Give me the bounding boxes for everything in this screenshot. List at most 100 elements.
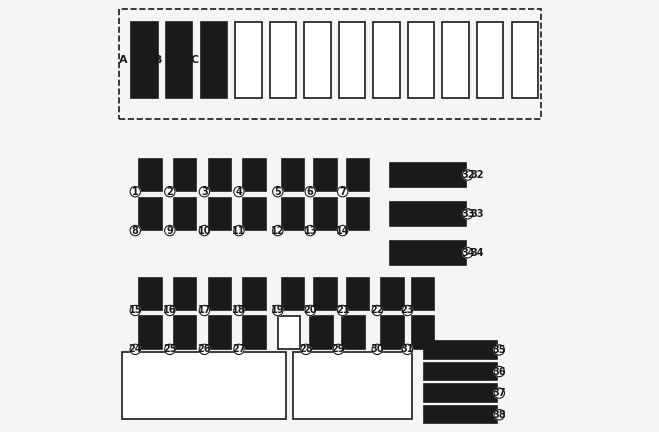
Bar (277, 316, 300, 349)
Text: 3: 3 (201, 187, 208, 197)
Bar (511, 22, 538, 98)
Bar (174, 198, 196, 230)
Bar (382, 278, 404, 310)
Bar (314, 198, 337, 230)
Bar (442, 22, 469, 98)
Text: 8: 8 (132, 226, 138, 235)
Circle shape (130, 344, 140, 355)
Bar (122, 352, 286, 419)
Bar (424, 363, 497, 380)
Circle shape (165, 344, 175, 355)
Circle shape (372, 305, 382, 316)
Bar (140, 159, 162, 191)
Bar (390, 241, 465, 264)
Bar (282, 159, 304, 191)
Bar (235, 22, 262, 98)
Text: 17: 17 (198, 305, 211, 315)
Circle shape (463, 209, 473, 219)
Circle shape (234, 344, 244, 355)
Text: 23: 23 (401, 305, 415, 315)
Circle shape (234, 226, 244, 236)
Text: 15: 15 (129, 305, 142, 315)
Bar (131, 22, 158, 98)
Text: 10: 10 (198, 226, 211, 235)
Text: 18: 18 (232, 305, 246, 315)
Circle shape (337, 187, 348, 197)
Text: 9: 9 (167, 226, 173, 235)
Bar (140, 198, 162, 230)
Bar (174, 159, 196, 191)
Bar (424, 406, 497, 423)
Circle shape (494, 345, 504, 355)
Bar (382, 316, 404, 349)
Bar (166, 22, 192, 98)
Text: 6: 6 (307, 187, 314, 197)
Bar (282, 198, 304, 230)
Circle shape (494, 388, 504, 398)
Bar (412, 278, 434, 310)
Circle shape (130, 305, 140, 316)
Circle shape (130, 187, 140, 197)
Text: 33: 33 (461, 209, 474, 219)
Text: 29: 29 (331, 344, 345, 354)
Text: 30: 30 (370, 344, 384, 354)
Text: 14: 14 (336, 226, 349, 235)
Bar (304, 22, 331, 98)
Bar (310, 316, 333, 349)
Text: 33: 33 (471, 209, 484, 219)
Text: 36: 36 (492, 366, 506, 377)
Bar (243, 198, 266, 230)
Text: 5: 5 (274, 187, 281, 197)
Text: C: C (190, 55, 198, 66)
Circle shape (199, 305, 210, 316)
Text: 16: 16 (163, 305, 177, 315)
Text: 38: 38 (492, 410, 506, 420)
Bar (390, 163, 465, 187)
Bar (477, 22, 503, 98)
Circle shape (273, 187, 283, 197)
Circle shape (165, 305, 175, 316)
Bar (243, 278, 266, 310)
Text: 2: 2 (167, 187, 173, 197)
Bar (347, 278, 369, 310)
Text: 25: 25 (163, 344, 177, 354)
Bar (119, 9, 541, 119)
Text: A: A (119, 55, 128, 66)
Circle shape (494, 366, 504, 377)
Text: 11: 11 (232, 226, 246, 235)
Bar (200, 22, 227, 98)
Bar (282, 278, 304, 310)
Circle shape (337, 305, 348, 316)
Text: 20: 20 (304, 305, 317, 315)
Text: 13: 13 (304, 226, 317, 235)
Text: 34: 34 (461, 248, 474, 258)
Bar (243, 159, 266, 191)
Circle shape (199, 344, 210, 355)
Bar (208, 278, 231, 310)
Bar (339, 22, 365, 98)
Circle shape (165, 187, 175, 197)
Circle shape (234, 305, 244, 316)
Text: 35: 35 (492, 345, 506, 355)
Circle shape (234, 187, 244, 197)
Circle shape (273, 305, 283, 316)
Circle shape (337, 226, 348, 236)
Circle shape (305, 305, 316, 316)
Bar (208, 316, 231, 349)
Circle shape (130, 226, 140, 236)
Circle shape (333, 344, 343, 355)
Bar (347, 198, 369, 230)
Text: 24: 24 (129, 344, 142, 354)
Bar (208, 198, 231, 230)
Bar (373, 22, 400, 98)
Text: 32: 32 (461, 170, 474, 180)
Bar (140, 316, 162, 349)
Bar (174, 316, 196, 349)
Circle shape (305, 226, 316, 236)
Text: 19: 19 (271, 305, 285, 315)
Bar (243, 316, 266, 349)
Text: 7: 7 (339, 187, 346, 197)
Circle shape (372, 344, 382, 355)
Bar (424, 341, 497, 359)
Bar (314, 278, 337, 310)
